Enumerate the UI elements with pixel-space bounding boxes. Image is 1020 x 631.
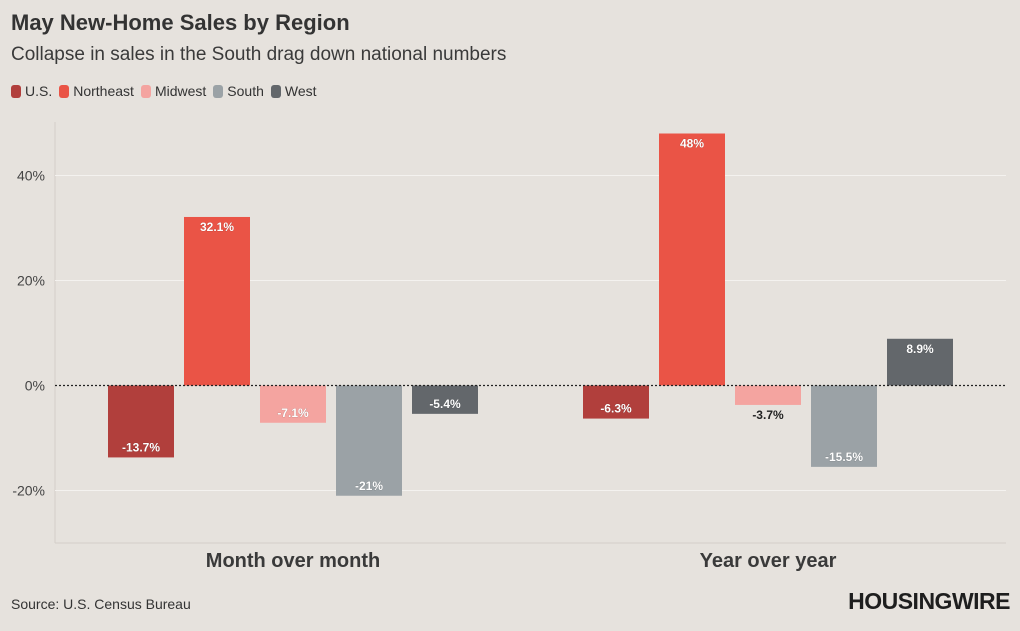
bar-south-year-over-year [811, 385, 877, 467]
source-note: Source: U.S. Census Bureau [11, 596, 191, 612]
legend-swatch-south [213, 84, 224, 98]
chart-subtitle: Collapse in sales in the South drag down… [11, 44, 507, 65]
bar-midwest-month-over-month [260, 385, 326, 423]
y-tick-label: -20% [12, 483, 45, 499]
data-label-midwest-month-over-month: -7.1% [277, 406, 309, 420]
legend-item-south: South [213, 83, 264, 99]
data-label-u-s-year-over-year: -6.3% [600, 402, 632, 416]
data-label-west-month-over-month: -5.4% [429, 397, 461, 411]
bar-northeast-month-over-month [184, 216, 250, 386]
data-label-south-year-over-year: -15.5% [825, 450, 863, 464]
legend-label-us: U.S. [25, 83, 53, 99]
data-label-midwest-year-over-year: -3.7% [752, 408, 784, 422]
data-label-northeast-year-over-year: 48% [680, 137, 704, 151]
data-label-u-s-month-over-month: -13.7% [122, 440, 160, 454]
data-label-west-year-over-year: 8.9% [906, 342, 934, 356]
bar-u-s-month-over-month [108, 385, 174, 458]
x-category-label: Month over month [206, 550, 380, 572]
x-category-label: Year over year [700, 550, 837, 572]
legend-swatch-midwest [140, 84, 151, 98]
legend-label-west: West [284, 83, 317, 99]
chart-title: May New-Home Sales by Region [11, 10, 350, 35]
y-tick-label: 20% [17, 273, 45, 289]
y-tick-label: 40% [17, 168, 45, 184]
legend-item-midwest: Midwest [140, 83, 207, 99]
bar-u-s-year-over-year [583, 385, 649, 419]
bar-northeast-year-over-year [659, 133, 725, 386]
legend-swatch-northeast [59, 84, 70, 98]
legend-item-us: U.S. [11, 83, 52, 99]
legend-label-midwest: Midwest [154, 83, 207, 99]
bar-west-year-over-year [887, 338, 953, 386]
legend-item-northeast: Northeast [59, 83, 134, 99]
data-label-south-month-over-month: -21% [355, 479, 383, 493]
housingwire-logo: HOUSINGWIRE [848, 588, 1010, 614]
legend-label-south: South [227, 83, 264, 99]
legend-swatch-us [11, 84, 21, 98]
bar-west-month-over-month [412, 385, 478, 414]
legend-item-west: West [270, 83, 317, 99]
bar-south-month-over-month [336, 385, 402, 496]
data-label-northeast-month-over-month: 32.1% [200, 220, 234, 234]
y-tick-label: 0% [25, 378, 45, 394]
legend: U.S. Northeast Midwest South West [11, 83, 324, 99]
legend-label-northeast: Northeast [73, 83, 134, 99]
legend-swatch-west [270, 84, 281, 98]
bar-midwest-year-over-year [735, 385, 801, 405]
